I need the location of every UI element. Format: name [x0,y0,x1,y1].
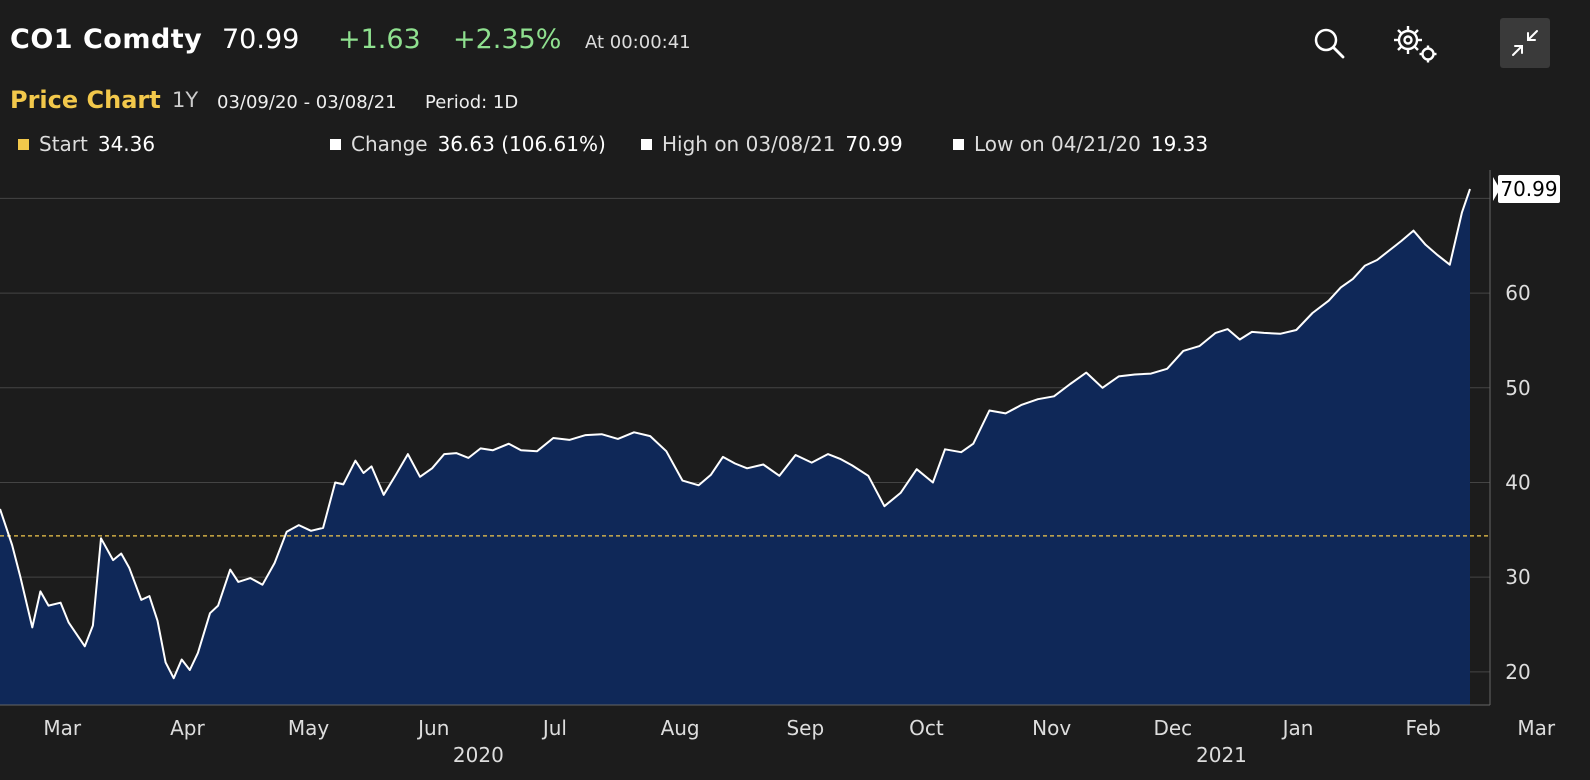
period-selector[interactable]: Period: 1D [425,92,519,113]
last-price: 70.99 [222,24,300,55]
low-value: 19.33 [1150,132,1209,156]
price-chart[interactable]: 20 30 40 50 60 70.99 Mar Apr May Jun Jul Aug Sep Oct N… [0,165,1590,780]
change-label: Change [351,132,428,156]
x-year-label: 2020 [453,743,504,767]
y-tick-label: 50 [1505,376,1530,400]
x-tick-label: Mar [1517,716,1556,740]
legend-change: Change 36.63 (106.61%) [330,132,606,156]
start-swatch [18,139,29,150]
legend-start: Start 34.36 [18,132,155,156]
y-tick-label: 60 [1505,281,1530,305]
percent-change: +2.35% [453,24,562,55]
x-tick-label: Feb [1405,716,1440,740]
y-tick-label: 40 [1505,470,1530,494]
x-tick-label: May [288,716,330,740]
ticker-symbol[interactable]: CO1 Comdty [10,24,203,55]
chart-title[interactable]: Price Chart [10,86,161,114]
x-tick-label: Dec [1153,716,1192,740]
top-bar: CO1 Comdty 70.99 +1.63 +2.35% At 00:00:4… [0,0,1590,80]
start-value: 34.36 [97,132,156,156]
date-range[interactable]: 03/09/20 - 03/08/21 [217,92,397,113]
x-tick-label: Nov [1032,716,1071,740]
y-tick-label: 30 [1505,565,1530,589]
change-value: 36.63 (106.61%) [437,132,606,156]
low-swatch [953,139,964,150]
range-selector[interactable]: 1Y [172,88,199,112]
last-price-tag-pointer [1493,177,1500,202]
last-price-tag-label: 70.99 [1500,177,1557,201]
legend-high: High on 03/08/21 70.99 [641,132,903,156]
y-tick-label: 20 [1505,660,1530,684]
timestamp: At 00:00:41 [585,32,691,53]
legend-low: Low on 04/21/20 19.33 [953,132,1208,156]
price-area [0,189,1470,705]
x-tick-label: Sep [786,716,824,740]
x-tick-label: Jan [1281,716,1314,740]
low-label: Low on 04/21/20 [974,132,1141,156]
minimize-icon [1512,30,1538,56]
price-line [0,188,1471,680]
high-label: High on 03/08/21 [662,132,836,156]
gear-icon[interactable] [1390,22,1442,66]
minimize-button[interactable] [1500,18,1550,68]
x-year-label: 2021 [1196,743,1247,767]
x-tick-label: Jul [541,716,567,740]
x-tick-label: Aug [661,716,700,740]
x-tick-label: Jun [416,716,449,740]
high-value: 70.99 [845,132,903,156]
search-icon[interactable] [1312,26,1348,62]
high-swatch [641,139,652,150]
x-tick-label: Oct [909,716,944,740]
x-tick-label: Apr [170,716,205,740]
net-change: +1.63 [338,24,421,55]
start-label: Start [39,132,88,156]
change-swatch [330,139,341,150]
last-price-tag [1498,175,1560,204]
x-tick-label: Mar [43,716,82,740]
